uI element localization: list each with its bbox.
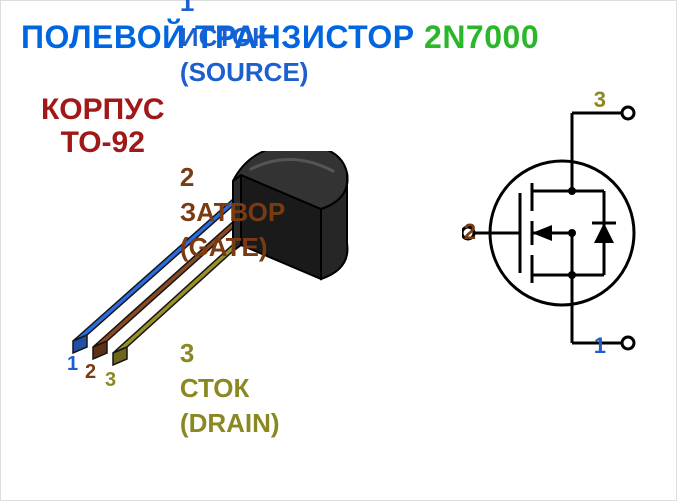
pin-num-1: 1	[67, 353, 78, 376]
schem-pin-1: 1	[594, 333, 606, 359]
package-label-line1: КОРПУС	[41, 93, 165, 126]
legend-ru-1: ИСТОК	[180, 20, 310, 55]
legend-ru-2: ЗАТВОР	[180, 195, 310, 230]
pin-num-2: 2	[85, 361, 96, 384]
legend-ru-3: СТОК	[180, 371, 310, 406]
schematic-symbol	[462, 83, 652, 373]
title-part: 2N7000	[424, 19, 539, 55]
legend-num-2: 2	[180, 160, 202, 195]
pin-legend: 1 ИСТОК (SOURCE) 2 ЗАТВОР (GATE) 3 СТОК …	[151, 0, 310, 476]
legend-row-2: 2 ЗАТВОР (GATE)	[151, 125, 310, 300]
legend-row-1: 1 ИСТОК (SOURCE)	[151, 0, 310, 125]
legend-en-1: (SOURCE)	[180, 55, 309, 90]
legend-num-3: 3	[180, 336, 202, 371]
schem-pin-2: 2	[464, 219, 476, 245]
legend-num-1: 1	[180, 0, 202, 20]
terminal-source	[622, 337, 634, 349]
terminal-drain	[622, 107, 634, 119]
schem-pin-3: 3	[594, 87, 606, 113]
channel-arrow	[532, 225, 552, 241]
body-diode-triangle	[594, 223, 614, 243]
pin-num-3: 3	[105, 369, 116, 392]
legend-en-2: (GATE)	[180, 230, 268, 265]
package-label: КОРПУС ТО-92	[41, 93, 165, 159]
legend-en-3: (DRAIN)	[180, 406, 280, 441]
legend-row-3: 3 СТОК (DRAIN)	[151, 301, 310, 476]
